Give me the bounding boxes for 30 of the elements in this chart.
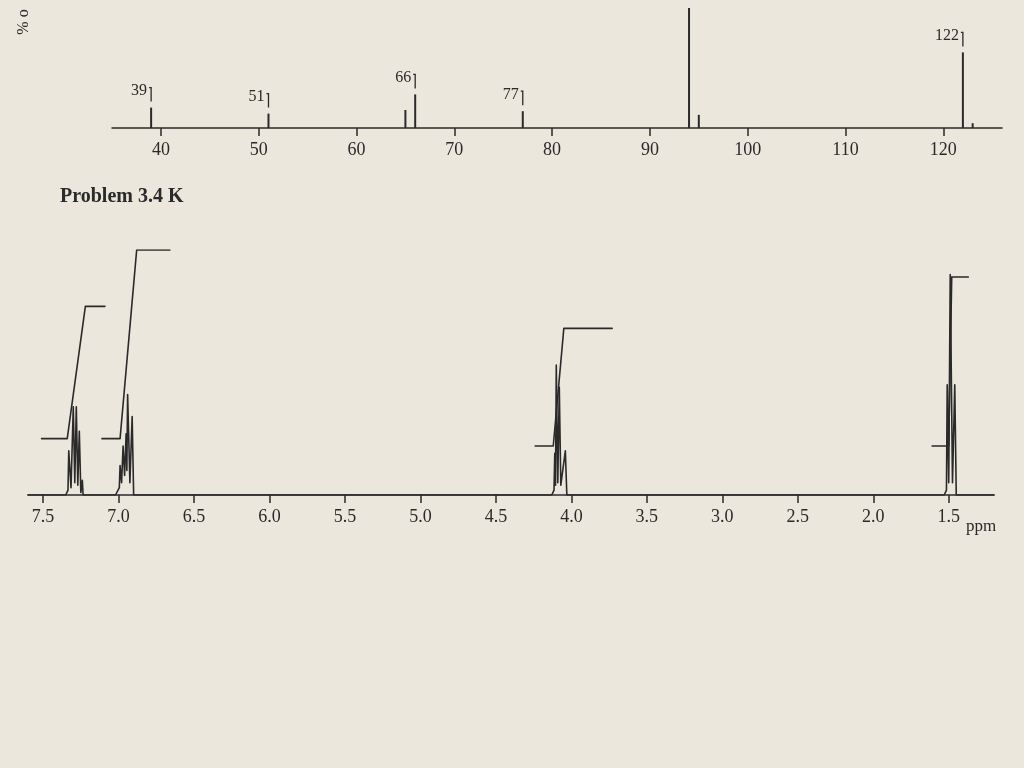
x-tick-label: 3.5 — [635, 506, 659, 526]
annotation: 66 — [395, 67, 412, 85]
x-tick-label: 1.5 — [937, 506, 960, 526]
annotation: 51 — [248, 87, 265, 105]
x-tick-label: 70 — [445, 139, 464, 159]
x-tick-label: 5.5 — [333, 506, 357, 526]
x-tick-label: 3.0 — [711, 506, 734, 526]
x-tick-label: 80 — [543, 139, 562, 159]
x-tick-label: 2.0 — [862, 506, 885, 526]
chart-title: Problem 3.4 K — [60, 184, 184, 206]
x-tick-label: 7.5 — [31, 506, 55, 526]
x-tick-label: 5.0 — [409, 506, 432, 526]
x-tick-label: 60 — [347, 139, 366, 159]
x-axis-title: ppm — [966, 516, 997, 535]
x-tick-label: 4.5 — [484, 506, 508, 526]
x-tick-label: 7.0 — [107, 506, 130, 526]
y-axis-title: % o — [13, 9, 31, 35]
annotation: 39 — [131, 81, 148, 99]
x-tick-label: 50 — [249, 139, 268, 159]
x-tick-label: 4.0 — [560, 506, 583, 526]
x-tick-label: 6.0 — [258, 506, 281, 526]
annotation: 122 — [934, 25, 959, 43]
x-tick-label: 110 — [832, 139, 859, 159]
x-tick-label: 100 — [734, 139, 762, 159]
x-tick-label: 40 — [151, 139, 170, 159]
annotation: 77 — [502, 84, 519, 102]
x-tick-label: 6.5 — [182, 506, 206, 526]
x-tick-label: 120 — [929, 139, 957, 159]
x-tick-label: 90 — [640, 139, 659, 159]
x-tick-label: 2.5 — [786, 506, 810, 526]
